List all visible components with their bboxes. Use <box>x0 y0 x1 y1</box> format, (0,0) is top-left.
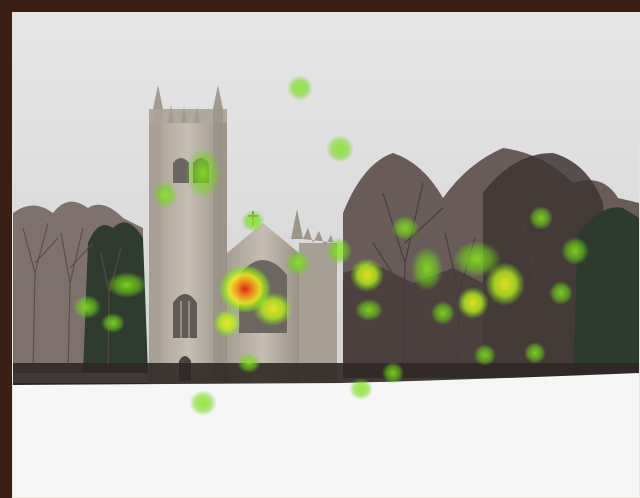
fixation <box>107 272 147 298</box>
photo-scene <box>12 12 640 498</box>
fixation <box>474 344 496 366</box>
fixation <box>326 237 352 265</box>
fixation <box>453 241 501 277</box>
fixation <box>101 313 125 333</box>
fixation <box>350 258 384 292</box>
fixation <box>326 135 354 163</box>
fixation <box>391 216 419 240</box>
fixation <box>457 287 489 319</box>
fixation <box>287 75 313 101</box>
fixation <box>382 362 404 384</box>
fixation <box>485 262 525 306</box>
fixation <box>549 281 573 305</box>
fixation <box>349 378 373 400</box>
church-photo <box>13 13 639 497</box>
fixation <box>153 181 177 209</box>
fixation <box>411 247 443 291</box>
fixation <box>524 342 546 364</box>
fixation <box>241 210 265 232</box>
fixation <box>213 309 241 337</box>
fixation <box>529 206 553 230</box>
gaze-heatmap <box>73 75 589 416</box>
fixation <box>431 301 455 325</box>
fixation <box>355 299 383 321</box>
snow-field <box>13 373 639 497</box>
fixation <box>253 292 293 326</box>
fixation <box>73 295 101 319</box>
fixation <box>561 237 589 265</box>
fixation <box>185 147 221 199</box>
fixation <box>189 390 217 416</box>
fixation <box>285 250 311 276</box>
fixation <box>237 353 261 373</box>
